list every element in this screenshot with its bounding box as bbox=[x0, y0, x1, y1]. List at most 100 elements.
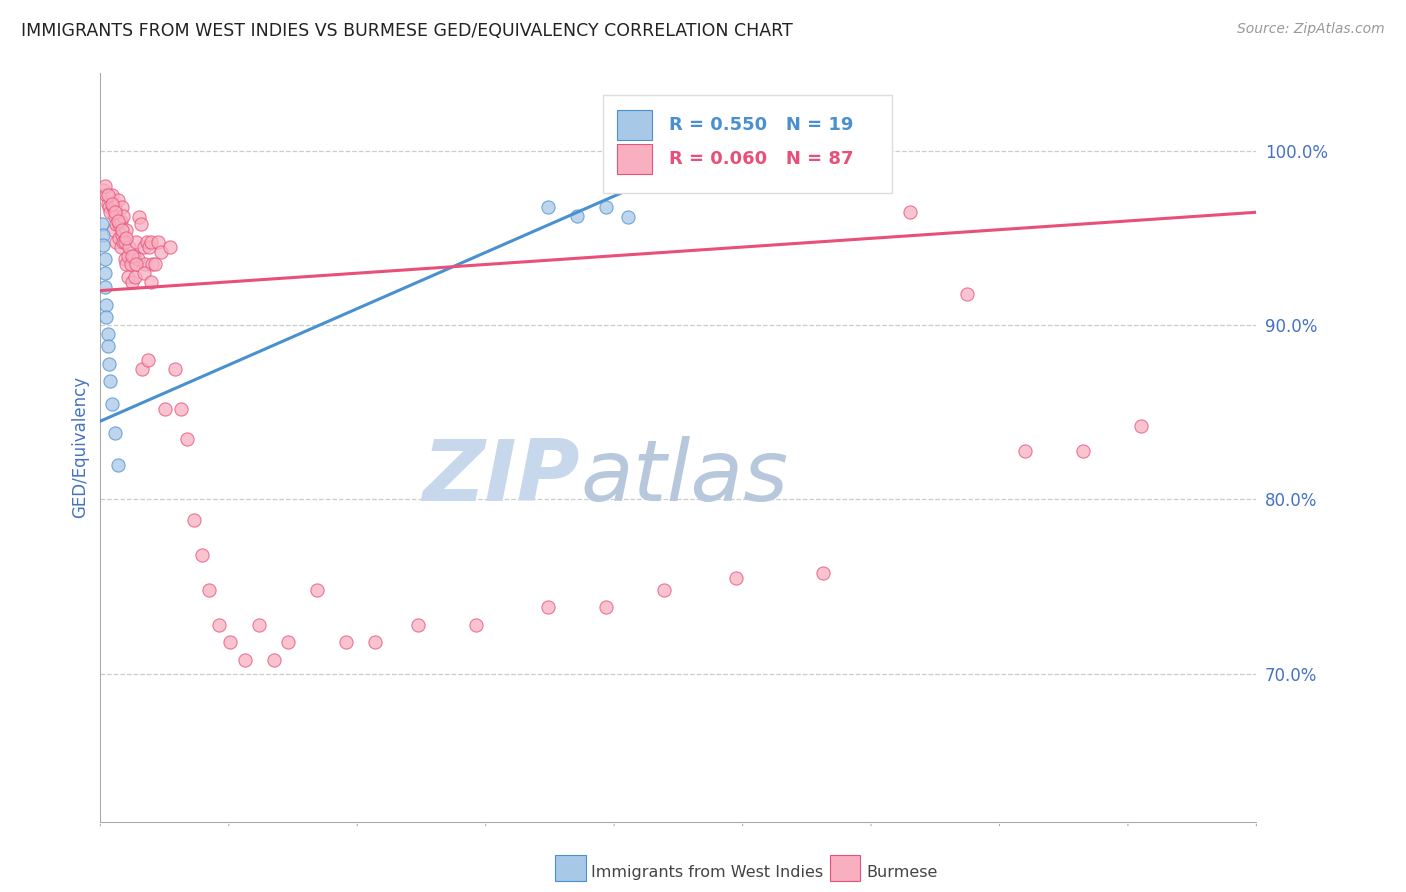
Point bbox=[136, 353, 159, 368]
Point bbox=[98, 357, 121, 371]
Point bbox=[105, 235, 128, 249]
Point bbox=[115, 231, 138, 245]
Point bbox=[93, 179, 115, 194]
Point bbox=[93, 266, 115, 280]
Point bbox=[101, 196, 124, 211]
Text: R = 0.060   N = 87: R = 0.060 N = 87 bbox=[669, 150, 853, 168]
Point bbox=[898, 205, 921, 219]
Point bbox=[94, 310, 117, 324]
Point bbox=[91, 227, 114, 242]
Point bbox=[114, 252, 136, 267]
Point bbox=[277, 635, 299, 649]
Point bbox=[104, 426, 127, 441]
Point bbox=[197, 582, 219, 597]
Point bbox=[1071, 443, 1094, 458]
FancyBboxPatch shape bbox=[617, 111, 652, 140]
Point bbox=[98, 200, 121, 214]
Point bbox=[652, 582, 675, 597]
Point bbox=[108, 231, 131, 245]
Point bbox=[105, 218, 128, 232]
Text: IMMIGRANTS FROM WEST INDIES VS BURMESE GED/EQUIVALENCY CORRELATION CHART: IMMIGRANTS FROM WEST INDIES VS BURMESE G… bbox=[21, 22, 793, 40]
Point bbox=[94, 187, 117, 202]
Point bbox=[97, 339, 120, 353]
Point bbox=[128, 211, 150, 225]
Point bbox=[135, 235, 157, 249]
Point bbox=[155, 401, 177, 416]
Point bbox=[725, 571, 748, 585]
Point bbox=[110, 214, 132, 228]
Point bbox=[132, 240, 155, 254]
Text: atlas: atlas bbox=[581, 435, 789, 519]
Point bbox=[183, 513, 205, 527]
Point bbox=[111, 227, 134, 242]
Point bbox=[93, 280, 115, 294]
Point bbox=[111, 222, 134, 236]
Point bbox=[1014, 443, 1036, 458]
Point bbox=[100, 374, 122, 388]
Point bbox=[139, 275, 162, 289]
Point bbox=[107, 458, 129, 472]
Point bbox=[118, 240, 141, 254]
Point bbox=[93, 252, 115, 267]
Point bbox=[138, 240, 160, 254]
Point bbox=[567, 209, 589, 223]
Point bbox=[132, 266, 155, 280]
Point bbox=[131, 362, 153, 376]
Point bbox=[170, 401, 193, 416]
Point bbox=[90, 218, 112, 232]
Point bbox=[104, 205, 127, 219]
Point bbox=[91, 238, 114, 252]
Text: ZIP: ZIP bbox=[422, 435, 581, 519]
Point bbox=[114, 235, 136, 249]
Point bbox=[465, 617, 488, 632]
Point bbox=[104, 211, 127, 225]
Point bbox=[1129, 419, 1152, 434]
Point bbox=[139, 235, 162, 249]
Point bbox=[811, 566, 834, 580]
FancyBboxPatch shape bbox=[617, 145, 652, 174]
Point bbox=[190, 548, 212, 562]
Point bbox=[124, 269, 146, 284]
Point bbox=[150, 245, 173, 260]
Point bbox=[100, 205, 122, 219]
Point bbox=[219, 635, 242, 649]
Point bbox=[125, 235, 148, 249]
Point bbox=[127, 252, 149, 267]
Point bbox=[247, 617, 270, 632]
Point bbox=[617, 211, 640, 225]
Point bbox=[406, 617, 429, 632]
Point bbox=[129, 218, 152, 232]
Point bbox=[176, 432, 198, 446]
FancyBboxPatch shape bbox=[603, 95, 893, 193]
Point bbox=[107, 214, 129, 228]
Point bbox=[97, 187, 120, 202]
Point bbox=[307, 582, 329, 597]
Point bbox=[94, 297, 117, 311]
Text: Source: ZipAtlas.com: Source: ZipAtlas.com bbox=[1237, 22, 1385, 37]
Point bbox=[112, 209, 135, 223]
Point bbox=[125, 257, 148, 271]
Point bbox=[97, 327, 120, 342]
Point bbox=[101, 187, 124, 202]
Point bbox=[121, 249, 143, 263]
Point bbox=[143, 257, 166, 271]
Point bbox=[121, 275, 143, 289]
Point bbox=[141, 257, 163, 271]
Point bbox=[97, 196, 120, 211]
Point bbox=[122, 249, 145, 263]
Point bbox=[103, 222, 125, 236]
Text: Burmese: Burmese bbox=[866, 865, 938, 880]
Point bbox=[115, 257, 138, 271]
Text: Immigrants from West Indies: Immigrants from West Indies bbox=[591, 865, 823, 880]
Point bbox=[111, 200, 134, 214]
Point bbox=[364, 635, 387, 649]
Point bbox=[134, 257, 156, 271]
Point bbox=[117, 249, 139, 263]
Point bbox=[595, 200, 617, 214]
Point bbox=[91, 183, 114, 197]
Point bbox=[165, 362, 187, 376]
Point bbox=[233, 653, 256, 667]
Point bbox=[103, 200, 125, 214]
Text: R = 0.550   N = 19: R = 0.550 N = 19 bbox=[669, 116, 853, 135]
Point bbox=[146, 235, 169, 249]
